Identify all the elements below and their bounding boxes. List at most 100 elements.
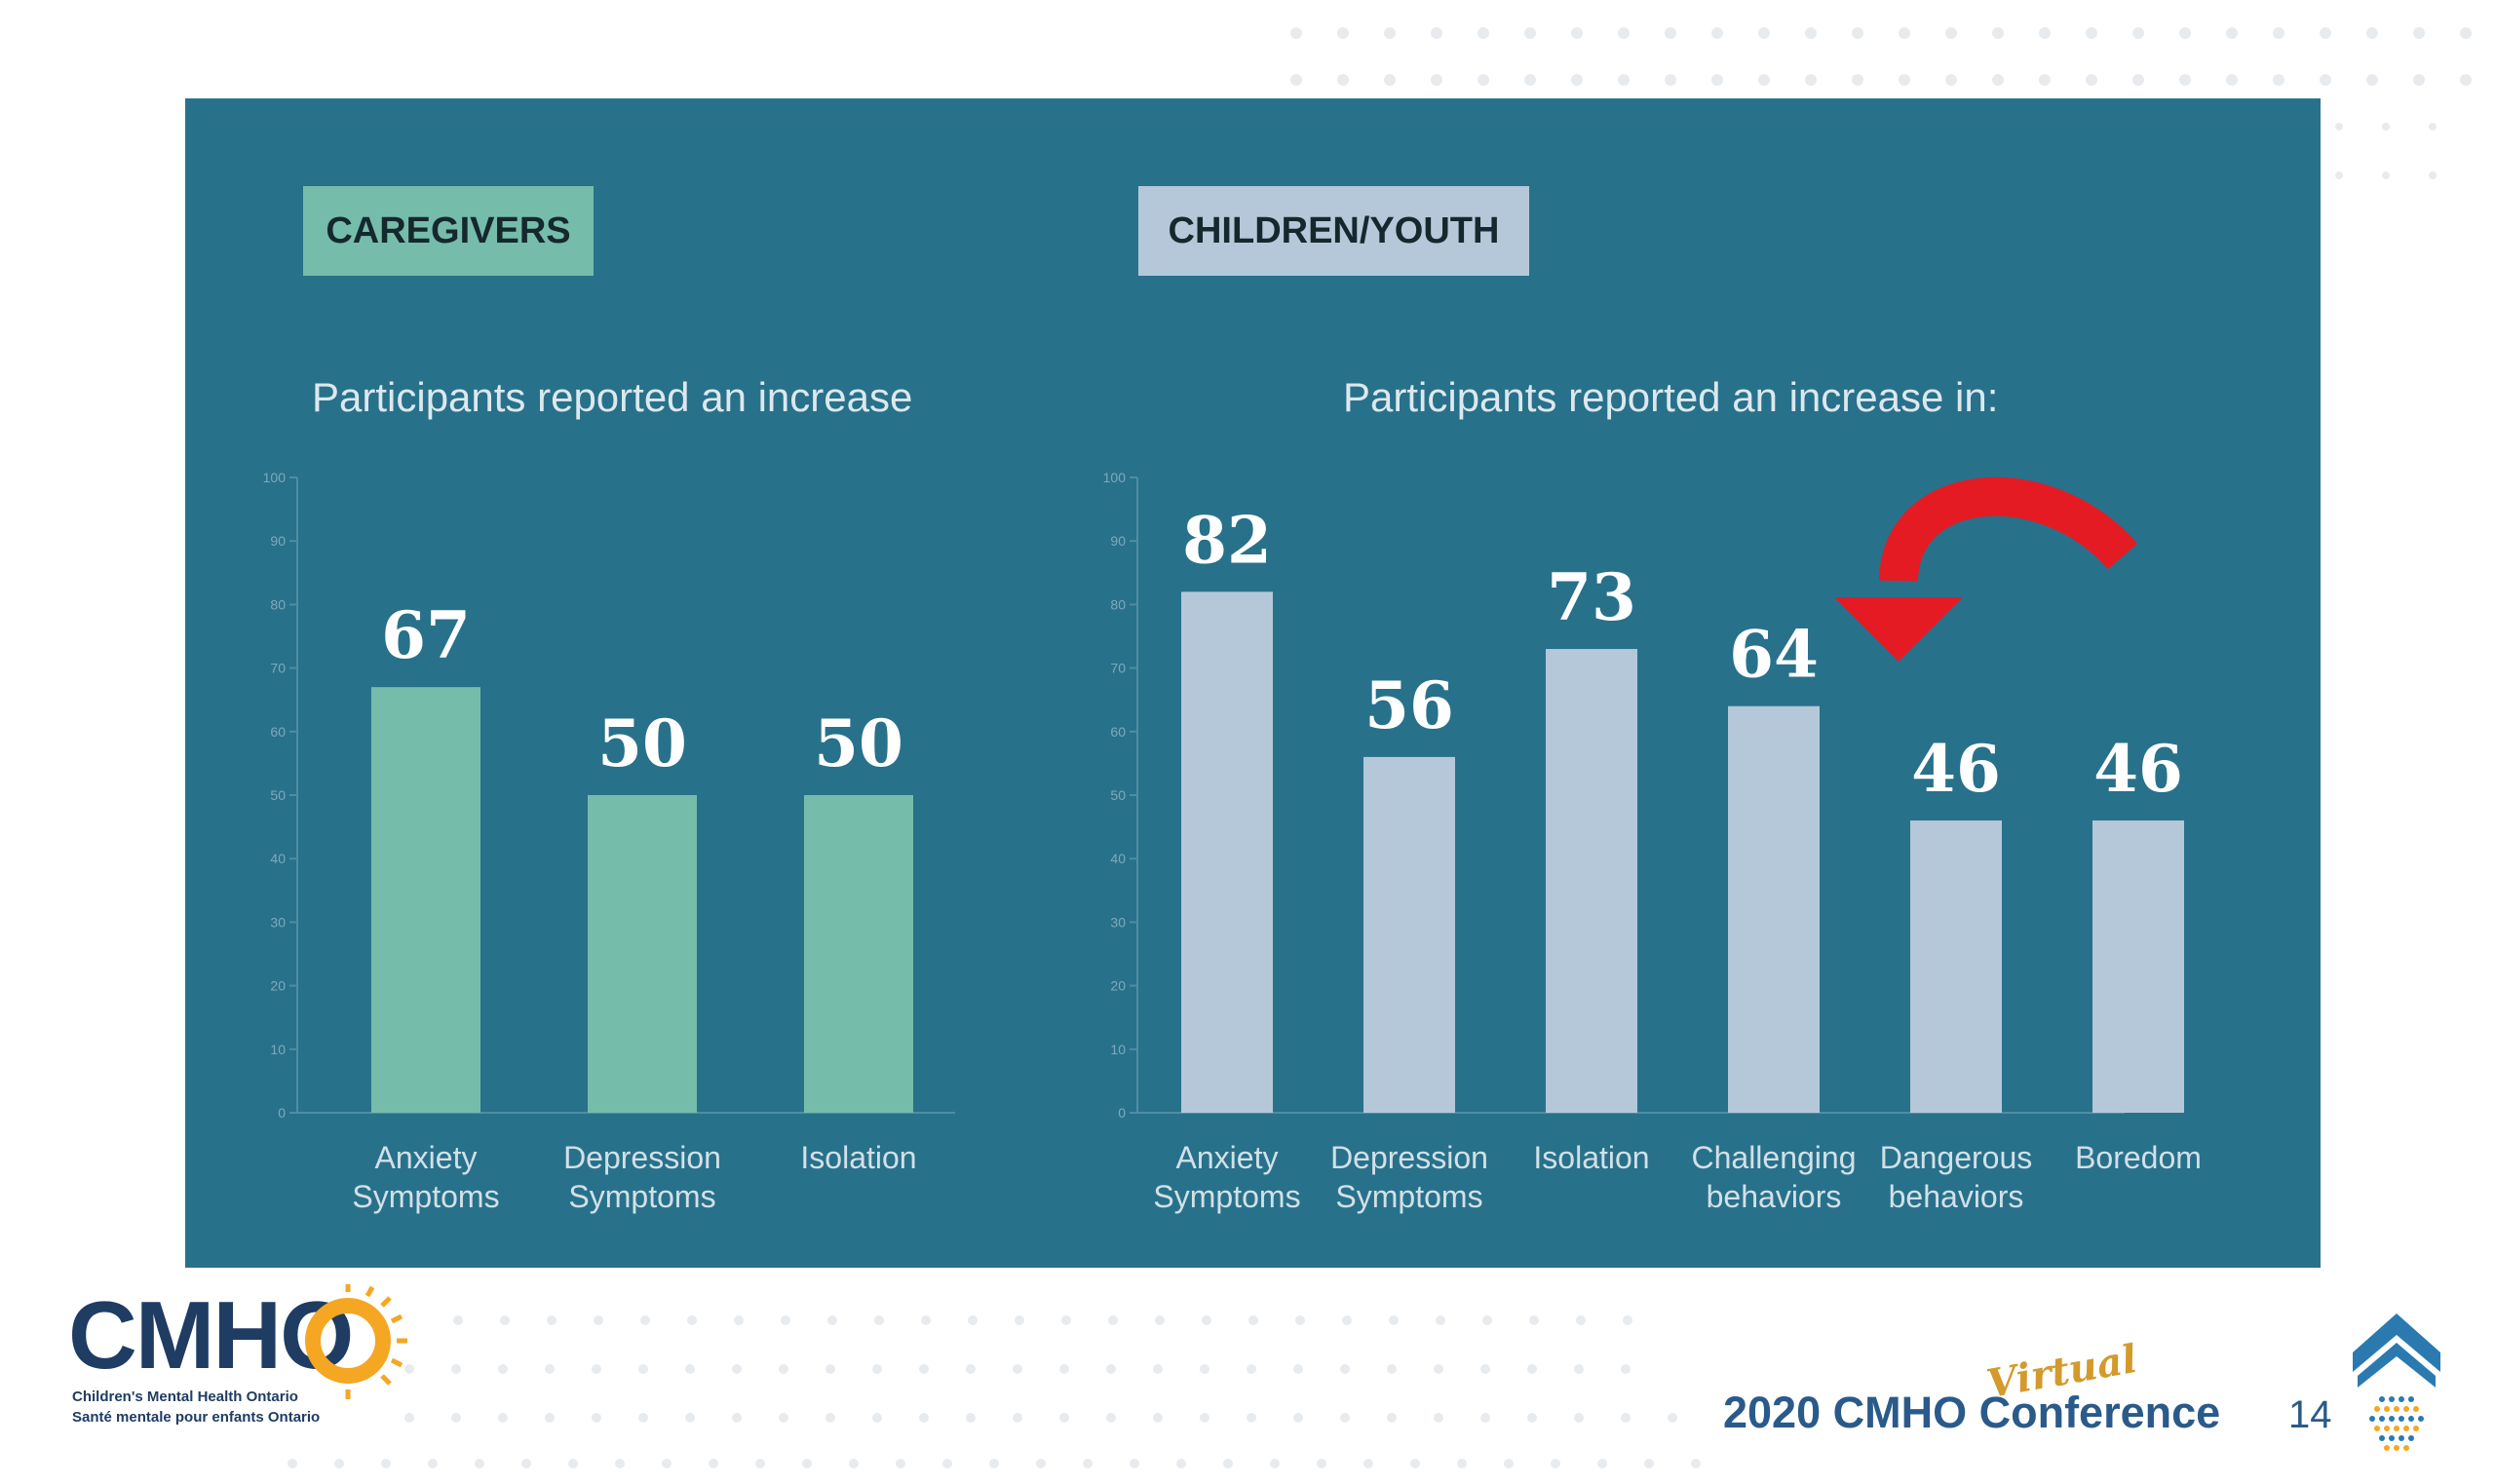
bar: [1363, 756, 1455, 1113]
sun-icon: [305, 1284, 407, 1399]
background-dot: [1597, 1459, 1607, 1468]
background-dot: [498, 1364, 508, 1374]
background-dot: [1410, 1459, 1420, 1468]
y-tick-label: 100: [1103, 470, 1127, 485]
corner-dot: [2374, 1426, 2380, 1431]
background-dot: [592, 1413, 601, 1423]
background-dot: [453, 1315, 463, 1325]
background-dot: [1758, 74, 1770, 86]
data-label: 73: [1547, 559, 1636, 635]
background-dot: [1061, 1315, 1071, 1325]
background-dot: [1668, 1413, 1677, 1423]
background-dot: [1899, 27, 1910, 39]
background-dot: [1504, 1459, 1514, 1468]
bar: [1728, 705, 1820, 1113]
background-dot: [1290, 74, 1302, 86]
background-dot: [2086, 74, 2097, 86]
background-dot: [1337, 74, 1349, 86]
background-dot: [872, 1364, 882, 1374]
corner-dot: [2403, 1406, 2409, 1412]
background-dot: [1200, 1413, 1209, 1423]
y-tick-label: 80: [270, 596, 286, 612]
x-tick-label: Anxiety Symptoms: [352, 1140, 499, 1214]
background-dot: [966, 1413, 976, 1423]
chart-panel: CAREGIVERS CHILDREN/YOUTH Participants r…: [185, 98, 2321, 1268]
page-number: 14: [2288, 1393, 2332, 1436]
background-dot: [1665, 27, 1676, 39]
background-dot: [942, 1459, 952, 1468]
background-dot: [2382, 171, 2390, 179]
x-tick-label: Isolation: [800, 1140, 916, 1175]
y-tick-label: 50: [1110, 787, 1126, 803]
red-curved-arrow-icon: [1834, 476, 2138, 662]
data-label: 56: [1364, 667, 1454, 743]
background-dot: [1621, 1364, 1631, 1374]
corner-dot: [2418, 1416, 2424, 1422]
x-tick-label: Depression Symptoms: [1330, 1140, 1488, 1214]
logo-subtitle-english: Children's Mental Health Ontario: [72, 1389, 298, 1405]
background-dot: [2039, 74, 2051, 86]
background-dot: [2413, 27, 2425, 39]
background-dot: [2226, 74, 2238, 86]
background-dot: [825, 1413, 835, 1423]
corner-dot: [2408, 1435, 2414, 1441]
background-dot: [2335, 171, 2343, 179]
background-dot: [545, 1413, 555, 1423]
background-dot: [734, 1315, 744, 1325]
background-dot: [732, 1413, 742, 1423]
corner-dot: [2394, 1426, 2399, 1431]
background-dot: [2320, 27, 2331, 39]
background-dot: [1574, 1364, 1584, 1374]
background-dot: [1247, 1413, 1256, 1423]
background-dot: [896, 1459, 905, 1468]
y-tick-label: 90: [270, 533, 286, 549]
background-dot: [2273, 27, 2284, 39]
background-dot: [1290, 27, 1302, 39]
background-dot: [1758, 27, 1770, 39]
background-dot: [1363, 1459, 1373, 1468]
background-dot: [662, 1459, 672, 1468]
background-dot: [921, 1315, 931, 1325]
background-dot: [1293, 1413, 1303, 1423]
background-dot: [1036, 1459, 1046, 1468]
y-tick-label: 100: [263, 470, 287, 485]
children-youth-tag: CHILDREN/YOUTH: [1138, 186, 1529, 276]
background-dot: [1805, 74, 1817, 86]
y-tick-label: 70: [1110, 661, 1126, 676]
background-dot: [685, 1364, 695, 1374]
x-tick-label: Anxiety Symptoms: [1153, 1140, 1300, 1214]
data-label: 82: [1182, 502, 1272, 578]
y-tick-label: 0: [278, 1105, 286, 1121]
background-dot: [966, 1364, 976, 1374]
background-dot: [755, 1459, 765, 1468]
x-tick-label: Isolation: [1533, 1140, 1649, 1175]
background-dot: [1155, 1315, 1165, 1325]
data-label: 46: [2093, 731, 2183, 807]
background-dot: [1200, 1364, 1209, 1374]
corner-dot: [2379, 1416, 2385, 1422]
background-dot: [2429, 123, 2437, 131]
cmho-logo: CMHO Children's Mental Health Ontario Sa…: [68, 1284, 419, 1440]
background-dot: [1618, 27, 1630, 39]
background-dot: [1387, 1413, 1397, 1423]
corner-dot: [2374, 1406, 2380, 1412]
background-dot: [594, 1315, 603, 1325]
background-dot: [1436, 1315, 1445, 1325]
background-dot: [1434, 1364, 1443, 1374]
background-dot: [1852, 27, 1863, 39]
background-dot: [1384, 74, 1396, 86]
background-dot: [2382, 123, 2390, 131]
background-dot: [1524, 27, 1536, 39]
background-dot: [1337, 27, 1349, 39]
background-dot: [1480, 1364, 1490, 1374]
background-dot: [2132, 27, 2144, 39]
background-dot: [2460, 74, 2472, 86]
background-dot: [498, 1413, 508, 1423]
background-dot: [1223, 1459, 1233, 1468]
background-dot: [381, 1459, 391, 1468]
bar: [2092, 820, 2184, 1113]
bar: [1181, 591, 1273, 1113]
corner-dot: [2389, 1435, 2395, 1441]
background-dot: [2273, 74, 2284, 86]
